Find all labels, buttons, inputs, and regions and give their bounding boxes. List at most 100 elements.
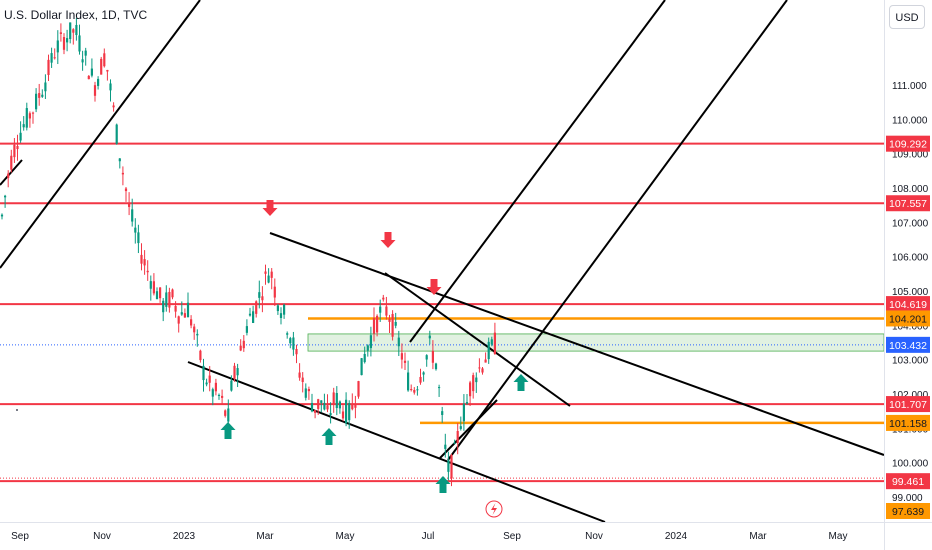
candle-body bbox=[453, 442, 456, 444]
price-label: 97.639 bbox=[892, 506, 924, 518]
candle-body bbox=[137, 232, 140, 244]
candle-body bbox=[159, 287, 162, 299]
price-label-box bbox=[886, 473, 930, 490]
candle-body bbox=[19, 132, 22, 141]
price-label-box bbox=[886, 396, 930, 413]
trendline bbox=[384, 272, 571, 407]
candle-body bbox=[7, 173, 10, 178]
candle-body bbox=[481, 368, 484, 373]
trendline bbox=[269, 232, 885, 456]
candle-body bbox=[475, 377, 478, 383]
candle-body bbox=[109, 83, 112, 91]
price-label: 109.292 bbox=[889, 139, 927, 151]
y-tick-label: 103.000 bbox=[892, 356, 929, 367]
price-label: 99.461 bbox=[892, 476, 924, 488]
candle-body bbox=[376, 315, 379, 333]
candle-body bbox=[425, 355, 428, 360]
price-label: 107.557 bbox=[889, 198, 927, 210]
x-tick-label: 2023 bbox=[173, 531, 196, 542]
candle-body bbox=[493, 332, 496, 355]
candle-body bbox=[261, 296, 264, 301]
up-arrow-icon bbox=[220, 422, 236, 439]
candle-body bbox=[320, 400, 323, 403]
candle-body bbox=[4, 195, 7, 198]
candle-body bbox=[441, 411, 444, 415]
candle-body bbox=[419, 376, 422, 383]
candle-body bbox=[400, 353, 403, 360]
up-arrow-icon bbox=[513, 374, 529, 391]
symbol-title: U.S. Dollar Index, 1D, TVC bbox=[4, 8, 148, 22]
currency-button[interactable]: USD bbox=[889, 5, 925, 29]
candle-body bbox=[465, 402, 469, 404]
candle-body bbox=[56, 40, 59, 53]
lightning-icon bbox=[491, 503, 497, 515]
candle-body bbox=[140, 254, 143, 264]
candle-body bbox=[307, 389, 310, 392]
price-label: 103.432 bbox=[889, 340, 927, 352]
candle-body bbox=[217, 394, 221, 396]
x-tick-label: Jul bbox=[422, 531, 435, 542]
candle-body bbox=[128, 203, 131, 207]
candle-body bbox=[292, 337, 295, 350]
candle-body bbox=[338, 401, 341, 409]
candle-body bbox=[90, 68, 93, 76]
candle-body bbox=[450, 455, 453, 479]
candle-body bbox=[72, 29, 75, 33]
time-axis-separator bbox=[0, 522, 932, 523]
down-arrow-icon bbox=[262, 200, 278, 216]
candle-body bbox=[78, 35, 81, 52]
candle-body bbox=[422, 372, 425, 375]
x-tick-label: Sep bbox=[503, 531, 521, 542]
y-tick-label: 100.000 bbox=[892, 459, 929, 470]
up-arrow-icon bbox=[321, 428, 337, 445]
candle-body bbox=[93, 85, 97, 96]
trendline bbox=[187, 361, 606, 523]
candle-body bbox=[53, 57, 56, 59]
candle-body bbox=[351, 403, 354, 410]
candle-body bbox=[196, 333, 199, 336]
candle-body bbox=[462, 403, 465, 422]
candle-body bbox=[317, 399, 320, 409]
candle-body bbox=[273, 286, 276, 298]
candle-body bbox=[304, 388, 307, 398]
candle-body bbox=[118, 158, 121, 162]
candle-body bbox=[397, 337, 400, 347]
candle-body bbox=[221, 395, 224, 398]
candle-body bbox=[81, 59, 84, 63]
candle-body bbox=[75, 25, 78, 36]
candle-body bbox=[168, 291, 171, 308]
x-tick-label: Sep bbox=[11, 531, 29, 542]
candle-body bbox=[143, 259, 146, 266]
candle-body bbox=[44, 82, 47, 92]
price-label-box bbox=[886, 135, 930, 152]
candle-body bbox=[472, 375, 475, 392]
price-label: 104.619 bbox=[889, 299, 927, 311]
candle-body bbox=[202, 365, 205, 381]
candle-body bbox=[366, 345, 369, 351]
candle-body bbox=[323, 402, 326, 410]
x-tick-label: Mar bbox=[256, 531, 274, 542]
price-label: 101.707 bbox=[889, 399, 927, 411]
candle-body bbox=[186, 302, 190, 318]
candle-body bbox=[394, 322, 397, 326]
y-tick-label: 107.000 bbox=[892, 218, 929, 229]
candle-body bbox=[28, 113, 31, 119]
candle-body bbox=[431, 351, 434, 363]
candle-body bbox=[360, 358, 363, 376]
x-tick-label: May bbox=[336, 531, 355, 542]
trendline bbox=[439, 399, 498, 459]
candle-body bbox=[410, 389, 413, 391]
candle-body bbox=[134, 227, 137, 233]
candle-body bbox=[211, 389, 214, 397]
candle-body bbox=[59, 32, 62, 34]
y-tick-label: 110.000 bbox=[892, 115, 928, 126]
candle-body bbox=[369, 335, 372, 349]
candle-body bbox=[301, 377, 304, 383]
candle-body bbox=[230, 380, 233, 391]
price-label-box bbox=[886, 503, 930, 519]
y-tick-label: 105.000 bbox=[892, 287, 929, 298]
candle-body bbox=[314, 410, 317, 413]
demand-zone bbox=[307, 333, 885, 352]
trendline bbox=[447, 0, 788, 461]
